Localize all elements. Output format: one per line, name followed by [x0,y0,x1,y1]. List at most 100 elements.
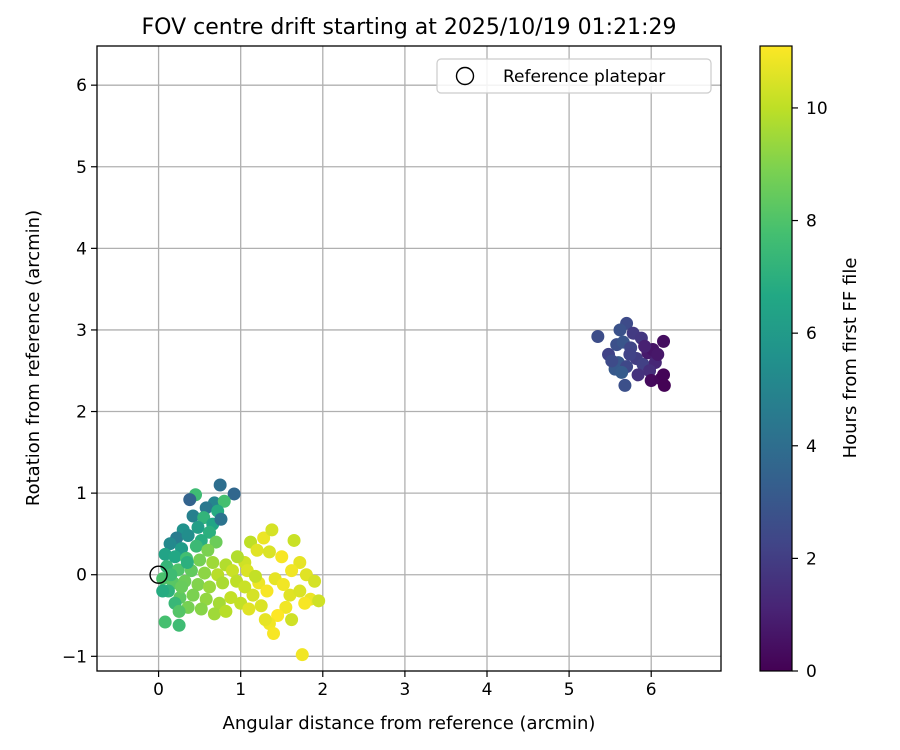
data-point [275,550,289,564]
y-tick-label: 2 [76,403,87,423]
data-point [276,578,290,592]
data-point [156,584,170,598]
data-point [295,648,309,662]
data-point [209,535,223,549]
data-point [191,578,205,592]
data-point [308,574,322,588]
y-tick-label: 1 [76,484,87,504]
data-point [163,537,177,551]
data-point [225,564,239,578]
data-point [279,600,293,614]
data-point [265,523,279,537]
data-point [194,602,208,616]
data-point [230,550,244,564]
data-point [180,555,194,569]
x-tick-label: 2 [317,680,328,700]
data-point [287,533,301,547]
colorbar-ticks: 0 2 4 6 8 10 [792,99,828,682]
data-point [172,604,186,618]
data-point [271,609,285,623]
data-point [657,378,671,392]
y-tick-label: 5 [76,158,87,178]
data-point [651,347,665,361]
data-point [206,555,220,569]
data-point [623,347,637,361]
data-point [293,555,307,569]
data-point [198,566,212,580]
data-point [285,613,299,627]
y-tick-label: 6 [76,76,87,96]
x-axis-label: Angular distance from reference (arcmin) [223,713,596,734]
data-point [201,543,215,557]
data-point [193,553,207,567]
data-point [638,339,652,353]
data-point [293,584,307,598]
x-tick-label: 6 [646,680,657,700]
colorbar-tick-label: 8 [806,212,817,232]
y-tick-label: 3 [76,321,87,341]
data-point [605,354,619,368]
data-point [267,626,281,640]
data-point [615,365,629,379]
data-point [172,618,186,632]
y-tick-label: −1 [62,647,87,667]
data-point [219,604,233,618]
data-point [260,584,274,598]
colorbar-tick-label: 4 [806,437,817,457]
data-point [246,588,260,602]
data-point [217,494,231,508]
y-axis-ticks: −1 0 1 2 3 4 5 6 [62,76,97,667]
data-point [248,569,262,583]
x-tick-label: 4 [482,680,493,700]
data-point [183,493,197,507]
x-tick-label: 5 [564,680,575,700]
x-tick-label: 0 [153,680,164,700]
legend: Reference platepar [436,58,712,94]
grid-lines [97,46,721,671]
y-tick-label: 4 [76,239,87,259]
legend-marker [455,66,475,86]
data-point [644,374,658,388]
data-point [591,329,605,343]
data-point [186,588,200,602]
x-axis-ticks: 0 1 2 3 4 5 6 [153,671,657,700]
data-point [254,599,268,613]
data-point [189,539,203,553]
x-tick-label: 1 [235,680,246,700]
data-point [216,576,230,590]
data-point [657,368,671,382]
data-point [250,543,264,557]
data-point [285,564,299,578]
data-point [168,550,182,564]
data-point [214,512,228,526]
legend-label: Reference platepar [503,67,665,87]
data-point [227,487,241,501]
data-point [657,334,671,348]
data-point [186,509,200,523]
data-point [258,613,272,627]
data-point [643,364,657,378]
data-point [257,531,271,545]
data-point [202,580,216,594]
data-point [158,547,172,561]
data-point [199,592,213,606]
y-tick-label: 0 [76,566,87,586]
plot-frame [96,45,722,672]
data-point [213,478,227,492]
reference-platepar-marker [149,565,168,584]
colorbar-tick-label: 6 [806,324,817,344]
data-point [197,511,211,525]
data-point [262,545,276,559]
legend-box [436,58,712,94]
data-point [181,529,195,543]
x-tick-label: 3 [399,680,410,700]
data-point [158,615,172,629]
data-point [631,368,645,382]
colorbar-label: Hours from first FF file [840,258,861,459]
colorbar-tick-label: 2 [806,549,817,569]
data-point [618,378,632,392]
data-point [283,588,297,602]
colorbar [759,45,793,672]
data-point [613,323,627,337]
